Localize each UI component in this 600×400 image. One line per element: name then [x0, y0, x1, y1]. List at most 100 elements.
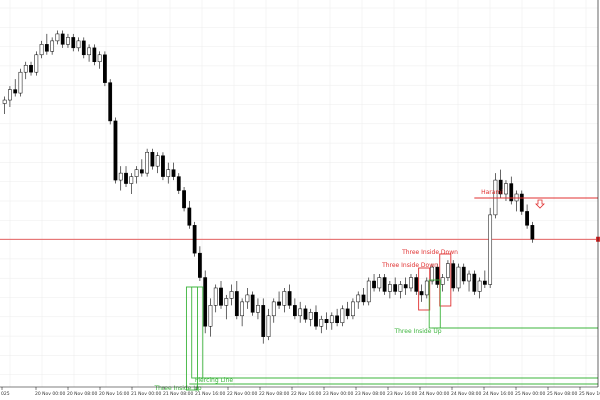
x-tick-label: 25 Nov 16:00 — [579, 391, 600, 397]
candle-body — [277, 301, 281, 306]
candle-body — [192, 225, 197, 254]
candle-body — [92, 47, 97, 63]
x-tick-label: 23 Nov 16:00 — [387, 391, 417, 397]
candle-body — [303, 308, 308, 320]
candle-body — [435, 266, 440, 285]
candle-body — [166, 169, 171, 177]
x-tick-label: 22 Nov 08:00 — [259, 391, 289, 397]
candle-body — [456, 266, 461, 289]
candle-body — [430, 266, 434, 282]
candle-body — [493, 179, 498, 216]
pattern-label: Three Inside Down — [401, 249, 458, 256]
pattern-label: Three Inside Up — [153, 385, 201, 392]
candle-body — [213, 287, 218, 306]
x-tick-label: 20 Nov 08:00 — [67, 391, 97, 397]
x-tick-label: 21 Nov 08:00 — [163, 391, 193, 397]
candle-body — [403, 284, 408, 289]
pattern-box — [418, 267, 431, 311]
candle-body — [477, 280, 482, 292]
candle-body — [324, 319, 329, 324]
candle-body — [440, 277, 445, 285]
candle-body — [8, 89, 12, 101]
candle-body — [409, 277, 413, 289]
candle-body — [472, 273, 477, 292]
candle-body — [351, 301, 355, 317]
candle-body — [139, 169, 144, 174]
axes — [0, 0, 599, 388]
candle-body — [81, 40, 86, 56]
candle-body — [23, 64, 28, 73]
candle-body — [103, 54, 107, 83]
candle-body — [198, 252, 202, 278]
pattern-label: Three Inside Down — [381, 262, 438, 269]
x-tick-label: 23 Nov 08:00 — [355, 391, 385, 397]
candle-body — [308, 312, 313, 320]
candle-body — [446, 263, 450, 278]
candle-body — [124, 172, 128, 184]
candle-body — [97, 54, 102, 63]
candle-body — [203, 277, 208, 327]
candle-body — [467, 273, 471, 282]
candle-body — [514, 193, 519, 202]
x-tick-label: 025 — [1, 391, 10, 397]
candle-body — [240, 301, 244, 317]
candle-body — [34, 54, 39, 73]
candle-body — [525, 211, 529, 226]
candle-body — [229, 291, 234, 299]
candle-body — [44, 44, 49, 52]
candle-body — [250, 294, 255, 313]
candle-body — [108, 82, 113, 122]
candle-body — [55, 33, 60, 42]
candle-body — [398, 284, 403, 292]
candle-body — [382, 277, 387, 292]
candle-body — [414, 277, 419, 292]
candle-body — [224, 298, 229, 306]
candle-body — [134, 169, 139, 177]
candle-body — [187, 207, 192, 226]
candle-body — [361, 294, 366, 303]
candle-body — [488, 214, 493, 285]
x-tick-label: 25 Nov 08:00 — [547, 391, 577, 397]
candle-body — [387, 284, 392, 292]
candle-body — [482, 280, 487, 285]
candle-body — [282, 291, 287, 306]
candle-body — [366, 280, 371, 303]
pattern-box — [428, 279, 441, 329]
candle-body — [71, 37, 76, 49]
candle-body — [461, 266, 466, 282]
candle-body — [219, 287, 223, 306]
candle-body — [39, 44, 44, 56]
candle-body — [171, 169, 176, 177]
candle-body — [66, 37, 70, 45]
candle-body — [266, 315, 271, 337]
candle-body — [329, 315, 334, 324]
candle-body — [319, 319, 324, 327]
x-tick-label: 24 Nov 08:00 — [451, 391, 481, 397]
candle-body — [176, 176, 181, 191]
candle-body — [356, 294, 361, 303]
candle-body — [182, 190, 186, 209]
candle-body — [161, 155, 165, 177]
pattern-annotations: Harami Three Inside Down Three Inside Down… — [153, 189, 598, 392]
candle-body — [76, 40, 81, 49]
candle-body — [87, 47, 91, 56]
down-arrow-icon — [535, 199, 545, 209]
candle-body — [314, 312, 318, 327]
candle-body — [129, 176, 134, 184]
candle-body — [113, 120, 118, 181]
x-tick-label: 21 Nov 00:00 — [131, 391, 161, 397]
candle-body — [509, 183, 514, 202]
candle-body — [498, 179, 503, 195]
candle-body — [118, 172, 123, 181]
candle-body — [424, 280, 429, 296]
candle-body — [234, 291, 239, 317]
candle-body — [145, 151, 150, 174]
x-tick-label: 22 Nov 00:00 — [227, 391, 257, 397]
candle-body — [451, 263, 456, 289]
candle-body — [261, 305, 266, 337]
candle-body — [155, 155, 160, 167]
x-tick-label: 20 Nov 16:00 — [99, 391, 129, 397]
candle-body — [335, 315, 339, 324]
candle-body — [18, 71, 23, 94]
